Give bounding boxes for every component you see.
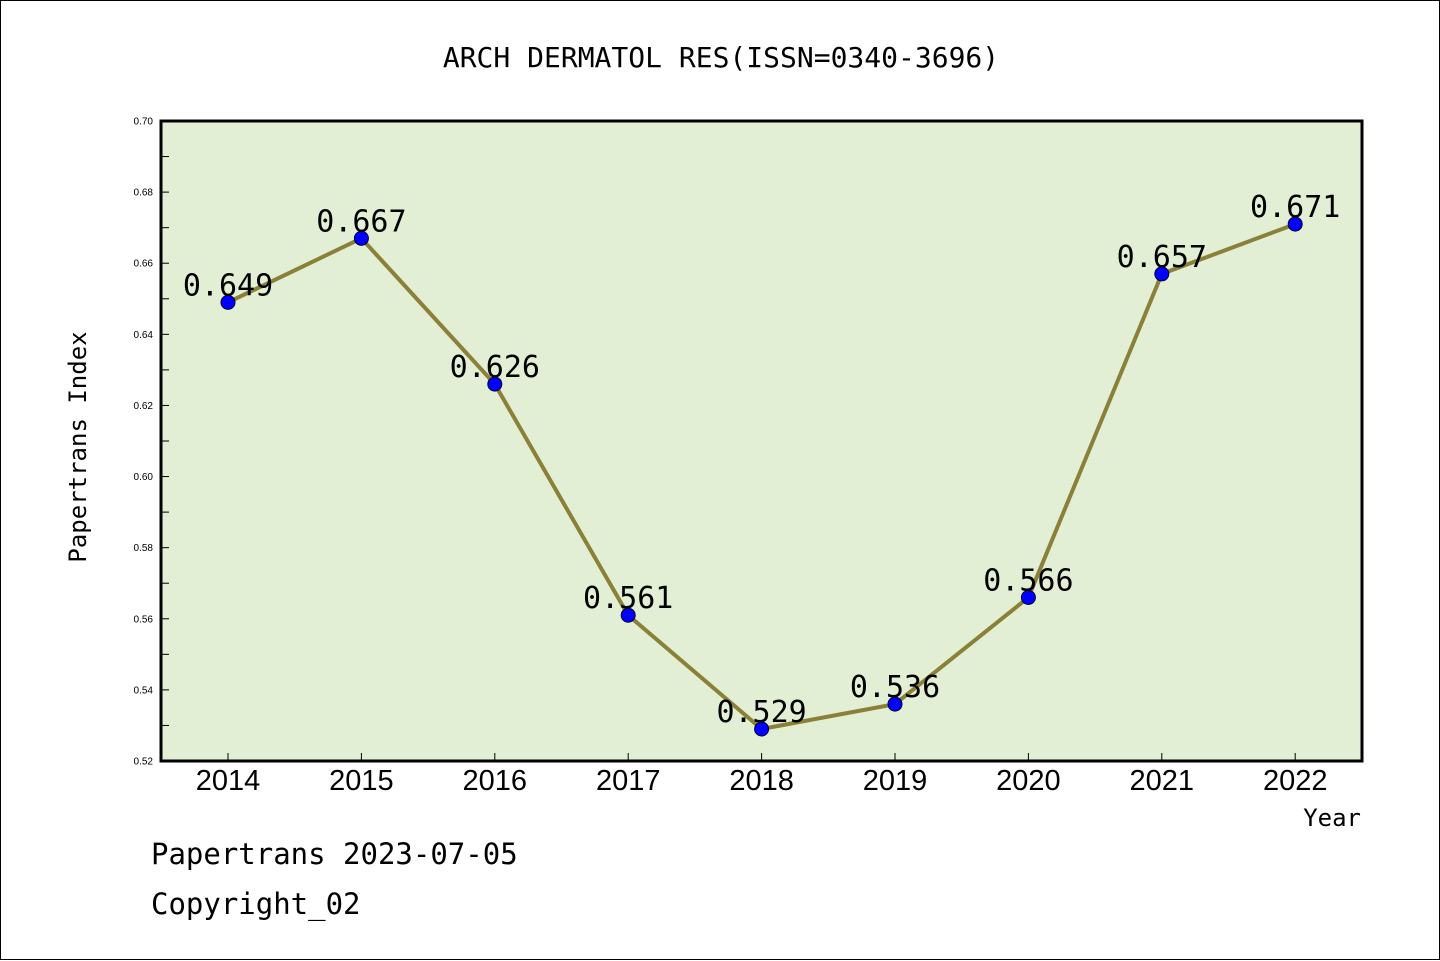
x-tick-label: 2021 xyxy=(1130,765,1195,797)
data-label: 0.536 xyxy=(850,670,940,705)
data-label: 0.657 xyxy=(1117,240,1207,275)
plot-area xyxy=(159,119,1364,763)
data-label: 0.626 xyxy=(450,350,540,385)
x-tick-label: 2020 xyxy=(996,765,1061,797)
y-tick-label: 0.66 xyxy=(134,259,154,270)
footer-copyright-text: Copyright_02 xyxy=(151,887,361,921)
x-tick-label: 2016 xyxy=(463,765,528,797)
data-point xyxy=(754,721,770,737)
data-label: 0.671 xyxy=(1250,190,1340,225)
series-markers xyxy=(220,216,1303,737)
x-tick-label: 2022 xyxy=(1263,765,1328,797)
x-axis-label: Year xyxy=(1303,804,1361,832)
data-point xyxy=(353,230,369,246)
y-tick-label: 0.54 xyxy=(134,685,154,696)
x-tick-label: 2019 xyxy=(863,765,928,797)
x-tick-label: 2015 xyxy=(329,765,394,797)
data-point xyxy=(1020,589,1036,605)
y-tick-label: 0.58 xyxy=(134,543,154,554)
data-point xyxy=(487,376,503,392)
y-tick-label: 0.62 xyxy=(134,401,154,412)
data-label: 0.667 xyxy=(316,204,406,239)
x-axis-tick-labels: 2014 2015 2016 2017 2018 2019 2020 2021 2022 xyxy=(196,753,1328,797)
data-point xyxy=(220,294,236,310)
x-tick-label: 2018 xyxy=(729,765,794,797)
y-tick-label: 0.68 xyxy=(134,188,154,199)
y-tick-label: 0.60 xyxy=(134,472,154,483)
data-label: 0.529 xyxy=(716,695,806,730)
data-point xyxy=(1287,216,1303,232)
y-tick-label: 0.52 xyxy=(134,757,154,768)
footer-date-text: Papertrans 2023-07-05 xyxy=(151,837,518,871)
y-tick-label: 0.64 xyxy=(134,330,154,341)
chart-title: ARCH DERMATOL RES(ISSN=0340-3696) xyxy=(443,41,999,74)
data-label: 0.561 xyxy=(583,581,673,616)
x-tick-label: 2017 xyxy=(596,765,661,797)
data-label: 0.649 xyxy=(183,268,273,303)
y-tick-label: 0.70 xyxy=(134,117,154,128)
data-label: 0.566 xyxy=(983,563,1073,598)
y-axis-label: Papertrans Index xyxy=(64,331,92,562)
data-point xyxy=(620,607,636,623)
x-tick-label: 2014 xyxy=(196,765,261,797)
data-point xyxy=(1154,266,1170,282)
data-point xyxy=(887,696,903,712)
y-axis-ticks: 0.52 0.54 0.56 0.58 0.60 0.62 0.64 0.66 0.68 0.70 xyxy=(134,117,169,768)
data-labels: 0.649 0.667 0.626 0.561 0.529 0.536 0.566 0.657… xyxy=(183,190,1341,730)
y-tick-label: 0.56 xyxy=(134,614,154,625)
